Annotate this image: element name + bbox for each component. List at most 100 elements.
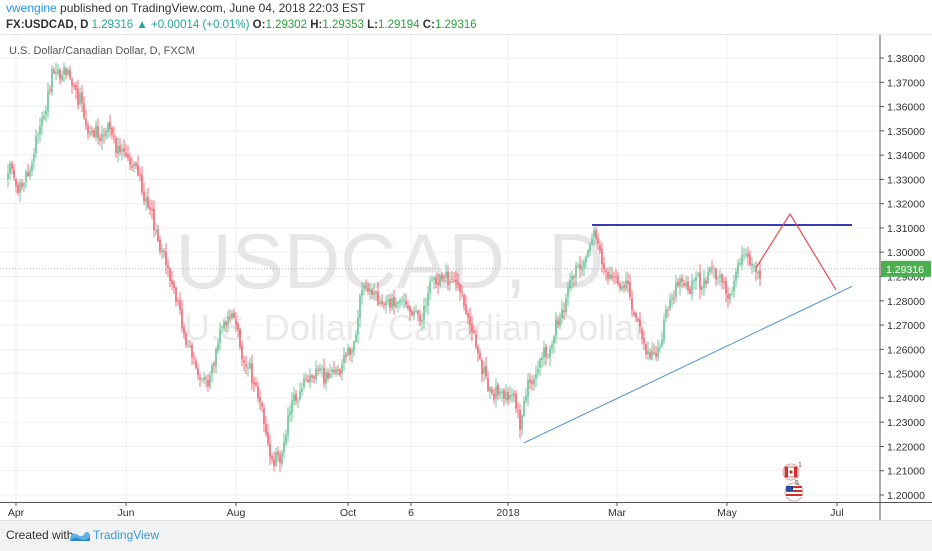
candle-body [591,237,593,245]
candle-body [271,456,273,460]
candle-body [509,394,511,400]
price-axis[interactable]: 1.38000 1.37000 1.36000 1.35000 1.34000 1.330… [880,53,931,502]
candle-body [521,415,523,430]
candle-body [631,298,633,311]
canada-flag-icon[interactable] [782,463,800,481]
candle-body [497,384,499,396]
candle-body [627,280,629,284]
candle-body [141,174,143,193]
candle-body [377,291,379,305]
price-chart[interactable]: USDCAD, D U.S. Dollar / Canadian Dollar … [0,35,932,520]
projection-path[interactable] [755,212,837,291]
candle-body [525,395,527,401]
candle-body [97,126,99,139]
candle-body [671,297,673,300]
candle-body [667,309,669,311]
tradingview-brand-link[interactable]: TradingView [93,528,160,542]
last-price-value: 1.29316 [91,19,134,31]
candle-body [533,378,535,385]
candle-body [33,154,35,162]
candle-body [47,90,49,111]
candle-body [541,357,543,361]
candle-body [635,312,637,319]
candle-body [227,316,229,325]
candle-body [101,133,103,142]
candle-body [611,275,613,279]
candle-body [51,68,53,92]
author-link[interactable]: vwengine [6,1,57,15]
candle-body [215,349,217,367]
candle-body [371,289,373,295]
candle-body [263,408,265,425]
time-tick-label: Oct [340,507,356,519]
candle-body [395,302,397,308]
candle-body [285,434,287,444]
candle-body [291,400,293,414]
candle-body [111,127,113,135]
candle-body [361,289,363,296]
open-value: 1.29302 [265,19,308,31]
candle-body [279,454,281,463]
candle-body [267,432,269,444]
grid-lines [0,35,880,502]
price-tick-label: 1.20000 [887,490,925,502]
time-tick-label: May [717,507,738,519]
candle-body [107,123,109,133]
candle-body [393,297,395,307]
candle-body [453,280,455,282]
candle-body [489,387,491,392]
candle-body [411,311,413,316]
candle-body [551,344,553,349]
candle-body [221,327,223,329]
candle-body [235,318,237,325]
us-flag-icon[interactable] [784,482,804,502]
price-tick-label: 1.32000 [887,199,925,211]
candle-body [387,300,389,302]
candle-body [421,319,423,322]
candle-body [645,343,647,355]
time-tick-label: Aug [227,507,246,519]
candle-body [681,277,683,282]
change-up-icon: ▲ [136,19,148,31]
candle-body [209,375,211,388]
event-flags[interactable]: 1 5 [782,462,804,502]
created-with-label: Created with [6,528,74,542]
price-tick-label: 1.33000 [887,174,925,186]
candle-body [259,397,261,403]
candle-body [211,365,213,374]
time-axis[interactable]: Apr Jun Aug Oct 6 2018 Mar May Jul [8,502,844,519]
candle-body [737,262,739,274]
candle-body [223,322,225,329]
tradingview-logo-icon[interactable] [69,529,91,543]
candle-body [549,348,551,358]
drawings-layer[interactable] [0,212,880,444]
candle-body [25,171,27,182]
candle-body [567,287,569,298]
candle-body [333,370,335,373]
candle-body [641,328,643,339]
candle-body [341,363,343,374]
candle-body [705,280,707,284]
candle-body [323,368,325,384]
candle-body [455,279,457,283]
candle-body [689,289,691,294]
candle-body [519,409,521,430]
candle-body [749,255,751,265]
candle-body [659,346,661,349]
candle-body [693,279,695,282]
candle-body [673,297,675,299]
candle-body [317,370,319,371]
watermark-symbol: USDCAD, D [175,217,604,305]
candle-body [355,334,357,342]
candle-body [241,346,243,360]
candle-body [119,145,121,153]
candle-body [687,281,689,291]
support-trendline[interactable] [523,286,853,444]
candle-body [265,424,267,434]
candle-body [483,367,485,374]
candle-body [125,152,127,156]
candle-body [165,251,167,265]
candle-body [185,333,187,345]
candle-body [255,382,257,386]
candle-body [345,354,347,357]
